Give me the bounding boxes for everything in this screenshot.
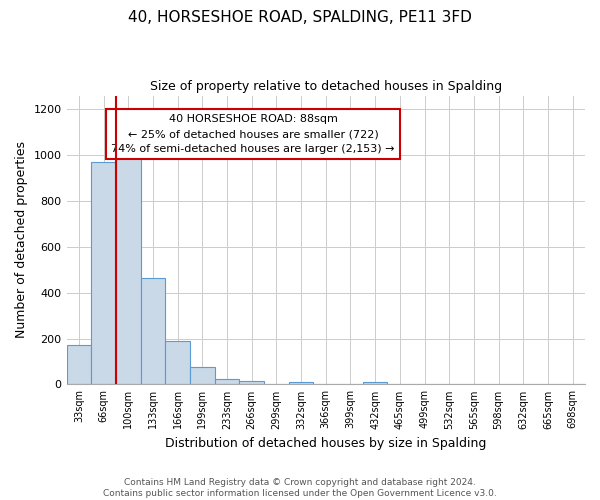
Bar bbox=[190, 367, 215, 384]
Bar bbox=[67, 346, 91, 385]
Title: Size of property relative to detached houses in Spalding: Size of property relative to detached ho… bbox=[150, 80, 502, 93]
Bar bbox=[140, 278, 165, 384]
Bar bbox=[165, 341, 190, 384]
Y-axis label: Number of detached properties: Number of detached properties bbox=[15, 142, 28, 338]
Bar bbox=[215, 378, 239, 384]
Text: 40, HORSESHOE ROAD, SPALDING, PE11 3FD: 40, HORSESHOE ROAD, SPALDING, PE11 3FD bbox=[128, 10, 472, 25]
Bar bbox=[363, 382, 388, 384]
Bar bbox=[91, 162, 116, 384]
Bar bbox=[239, 381, 264, 384]
Bar bbox=[289, 382, 313, 384]
Text: Contains HM Land Registry data © Crown copyright and database right 2024.
Contai: Contains HM Land Registry data © Crown c… bbox=[103, 478, 497, 498]
Text: 40 HORSESHOE ROAD: 88sqm
← 25% of detached houses are smaller (722)
74% of semi-: 40 HORSESHOE ROAD: 88sqm ← 25% of detach… bbox=[112, 114, 395, 154]
X-axis label: Distribution of detached houses by size in Spalding: Distribution of detached houses by size … bbox=[165, 437, 487, 450]
Bar bbox=[116, 155, 140, 384]
